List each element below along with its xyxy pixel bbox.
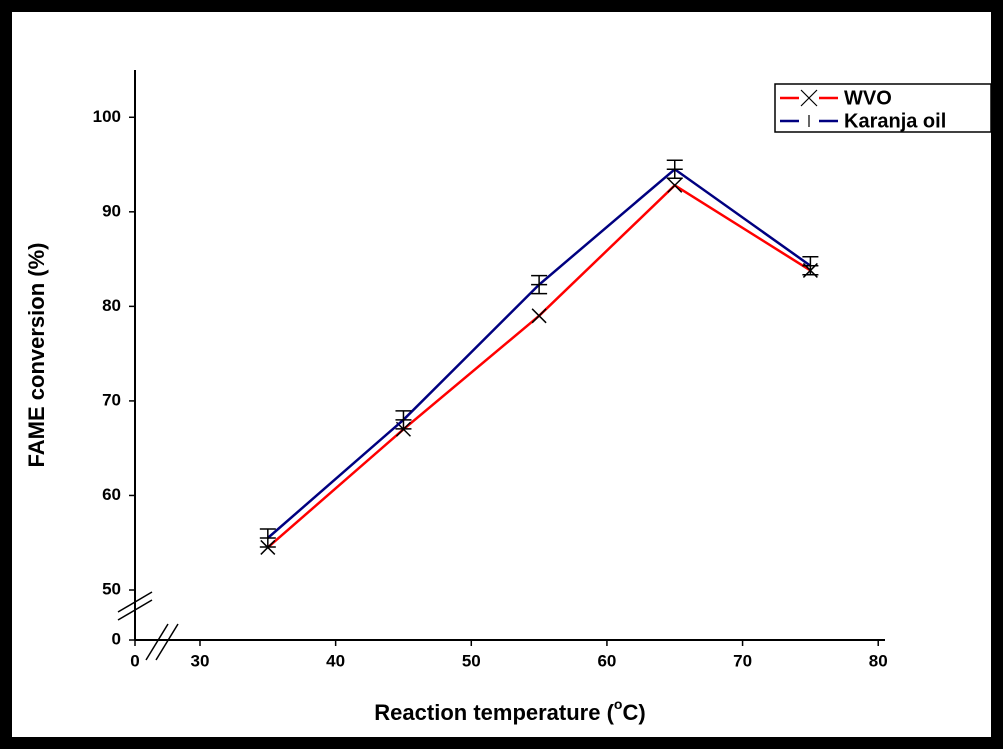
marker <box>395 410 412 430</box>
x-tick-label: 40 <box>326 651 345 670</box>
x-tick-label: 70 <box>733 651 752 670</box>
marker-shape <box>395 410 412 430</box>
marker-shape <box>531 274 548 295</box>
legend-marker <box>800 89 818 107</box>
x-axis-label: Reaction temperature (oC) <box>374 696 645 725</box>
y-tick-label: 60 <box>102 485 121 504</box>
marker <box>802 255 819 276</box>
legend-label: Karanja oil <box>844 110 946 132</box>
y-tick-label: 0 <box>112 629 121 648</box>
y-tick-label: 80 <box>102 296 121 315</box>
legend-label: WVO <box>844 87 892 109</box>
marker-shape <box>667 177 683 193</box>
x-tick-label: 80 <box>869 651 888 670</box>
y-tick-label: 70 <box>102 390 121 409</box>
marker-shape <box>259 528 276 548</box>
x-tick-label: 60 <box>597 651 616 670</box>
marker-shape <box>531 308 547 324</box>
marker-shape <box>666 159 683 180</box>
marker <box>259 528 276 548</box>
y-tick-label: 90 <box>102 201 121 220</box>
marker-shape <box>802 255 819 276</box>
x-tick-label: 0 <box>130 651 139 670</box>
marker <box>531 308 547 324</box>
x-axis-label-part: C) <box>622 700 645 725</box>
y-tick-label: 100 <box>93 107 121 126</box>
y-axis-label: FAME conversion (%) <box>24 243 49 468</box>
plot-background <box>12 12 991 737</box>
y-tick-label: 50 <box>102 579 121 598</box>
x-tick-label: 30 <box>191 651 210 670</box>
x-axis-label-part: Reaction temperature ( <box>374 700 614 725</box>
marker <box>531 274 548 295</box>
marker <box>667 177 683 193</box>
x-axis-label-part: o <box>614 696 623 712</box>
x-tick-label: 50 <box>462 651 481 670</box>
marker <box>666 159 683 180</box>
